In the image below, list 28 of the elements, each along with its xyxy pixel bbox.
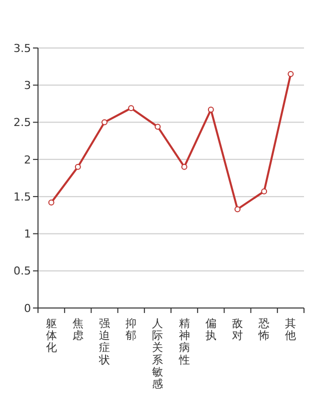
y-tick-label: 1 — [24, 228, 31, 241]
y-tick-label: 1.5 — [14, 190, 31, 204]
y-tick-label: 3.5 — [14, 42, 31, 55]
point — [102, 119, 108, 126]
x-tick-label: 精神病性 — [178, 317, 190, 366]
x-tick-label: 敌对 — [232, 317, 243, 342]
y-tick-label: 3 — [24, 78, 31, 92]
point — [208, 106, 214, 113]
x-tick-label: 躯体化 — [46, 317, 57, 354]
x-tick-label: 抑郁 — [126, 317, 137, 342]
point — [128, 105, 134, 112]
x-tick-label: 恐怖 — [258, 317, 270, 342]
x-tick-label: 偏执 — [205, 317, 216, 342]
y-tick-label: 2 — [24, 153, 31, 166]
x-tick-label: 其他 — [285, 317, 296, 342]
x-tick-label: 焦虑 — [72, 317, 84, 342]
point — [181, 164, 188, 170]
point — [74, 164, 81, 170]
y-tick-label: 0 — [24, 302, 31, 315]
y-tick-label: 2.5 — [14, 116, 31, 130]
point — [261, 188, 268, 194]
point — [234, 206, 240, 212]
point — [48, 200, 54, 206]
x-tick-label: 强迫症状 — [98, 317, 110, 366]
point — [288, 71, 294, 77]
x-tick-label: 人际关系敏感 — [152, 317, 164, 390]
point — [154, 124, 161, 130]
y-tick-label: 0.5 — [14, 264, 31, 278]
